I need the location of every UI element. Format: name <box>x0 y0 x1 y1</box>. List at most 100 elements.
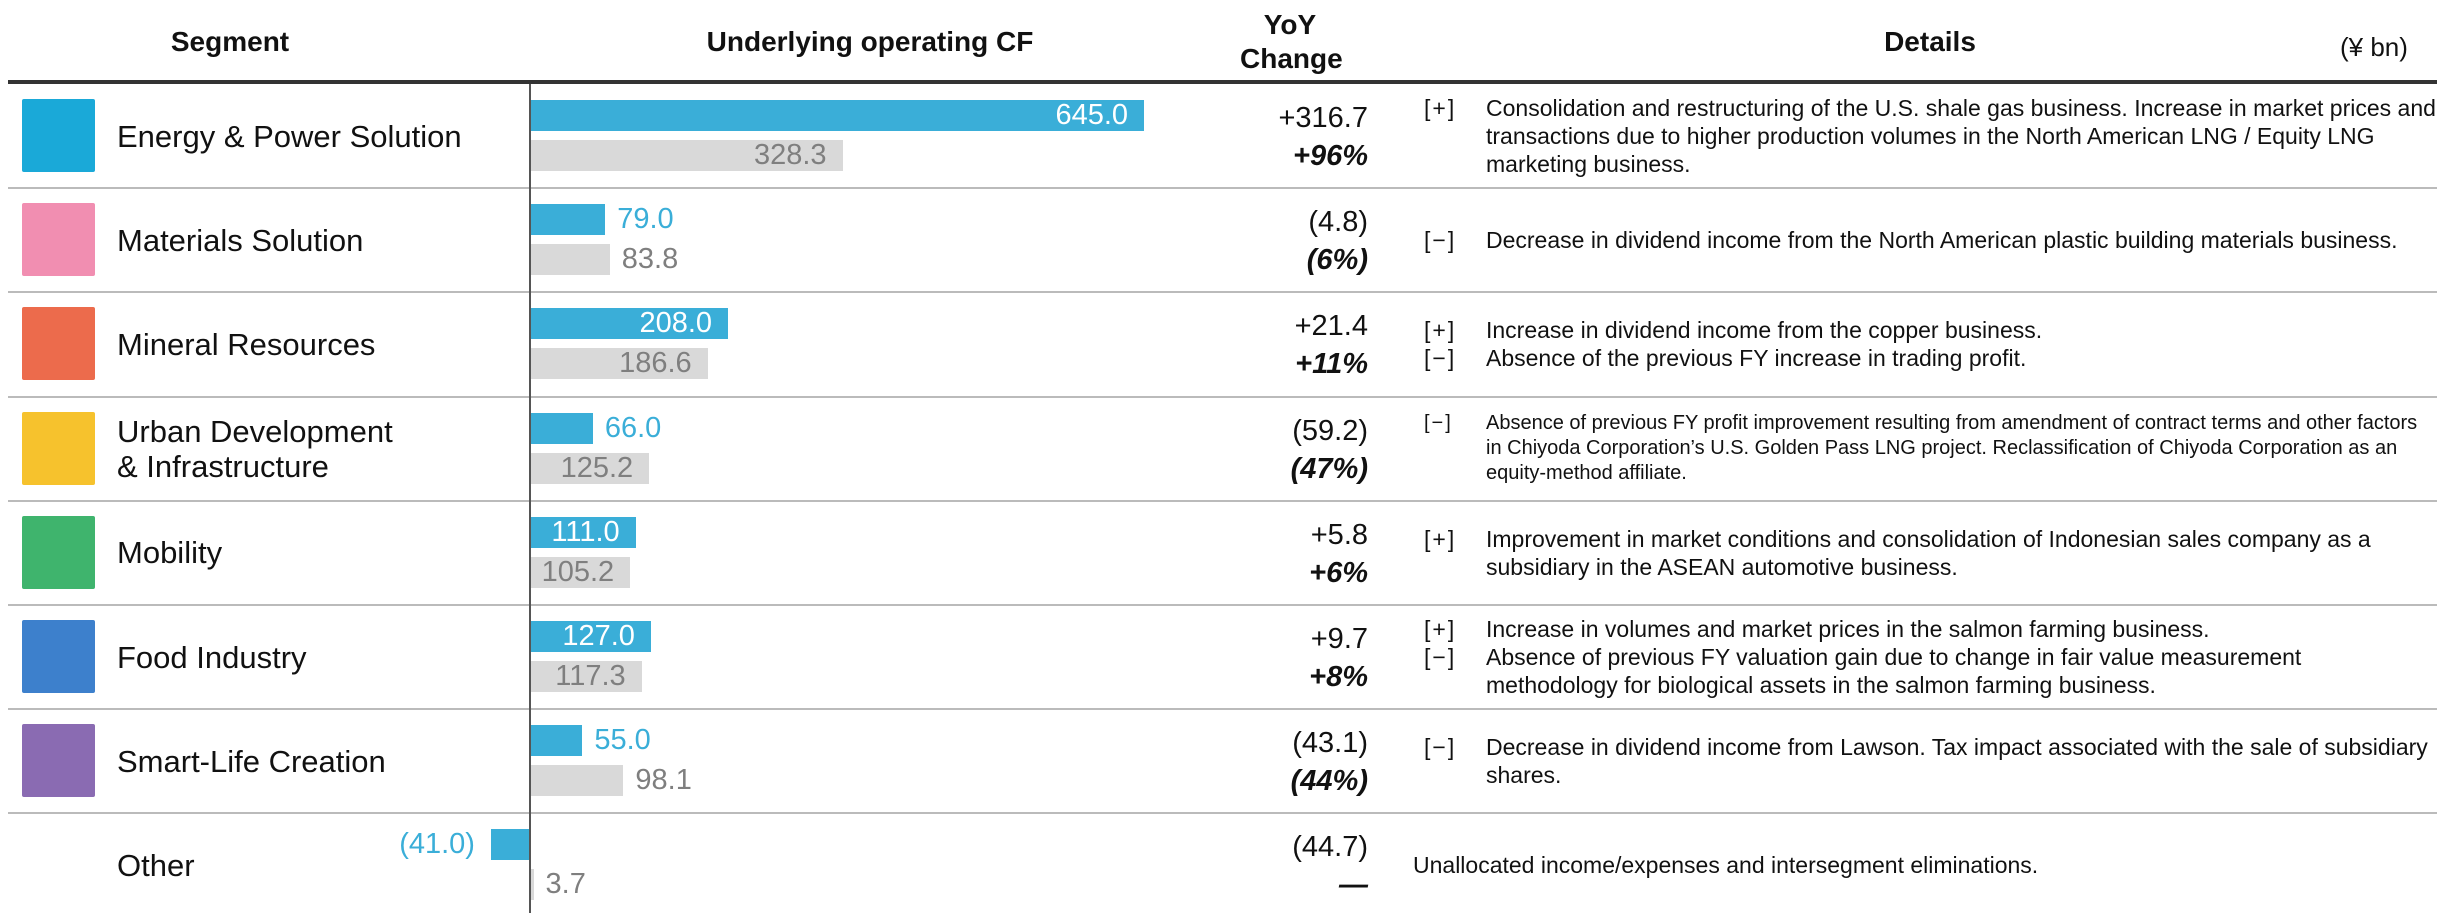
segment-icon <box>22 724 95 798</box>
header-cf: Underlying operating CF <box>706 26 1034 57</box>
detail-line: [+] Increase in dividend income from the … <box>1424 316 2437 344</box>
header-rule <box>8 80 2437 84</box>
detail-sign: [−] <box>1424 227 1457 254</box>
detail-sign: [+] <box>1424 616 1457 643</box>
details: Unallocated income/expenses and interseg… <box>1413 813 2437 917</box>
value-label: 117.3 <box>555 660 626 692</box>
details: [+] Improvement in market conditions and … <box>1424 501 2437 605</box>
bar <box>530 244 610 276</box>
value-label: 111.0 <box>551 515 620 548</box>
segment-icon <box>22 411 95 485</box>
detail-text: Improvement in market conditions and con… <box>1486 525 2371 580</box>
details: [−] Decrease in dividend income from Laws… <box>1424 709 2437 813</box>
detail-sign: [+] <box>1424 317 1457 344</box>
bar <box>530 412 593 444</box>
detail-text: Unallocated income/expenses and interseg… <box>1413 852 2039 879</box>
detail-text: Decrease in dividend income from the Nor… <box>1486 227 2398 254</box>
header-segment: Segment <box>170 26 290 57</box>
detail-line: [−] Decrease in dividend income from the … <box>1424 226 2437 254</box>
yoy-change: +21.4 <box>1294 310 1368 343</box>
header-change: YoY Change <box>1240 9 1343 74</box>
value-label: 98.1 <box>635 764 692 797</box>
yoy-pct: +11% <box>1295 348 1368 381</box>
detail-text: Consolidation and restructuring of the U… <box>1486 95 2436 178</box>
yoy-pct: +96% <box>1293 140 1368 172</box>
segment-name: Energy & Power Solution <box>117 118 462 154</box>
segment-name: Mobility <box>117 535 223 571</box>
yoy-change: +316.7 <box>1278 102 1368 134</box>
unit: (¥ bn) <box>2340 32 2408 62</box>
segment-icon <box>22 307 95 381</box>
value-label: 3.7 <box>545 868 586 901</box>
yoy-change: (59.2) <box>1292 414 1368 447</box>
row-rule <box>8 812 2437 815</box>
segment-name: Urban Development & Infrastructure <box>117 413 393 484</box>
yoy-pct: — <box>1339 869 1368 902</box>
detail-line: [+] Improvement in market conditions and … <box>1424 525 2437 581</box>
yoy-change: (44.7) <box>1292 831 1368 864</box>
yoy-pct: +6% <box>1309 556 1368 589</box>
bar <box>530 204 606 236</box>
yoy-change: +9.7 <box>1310 623 1368 655</box>
details: [−] Absence of previous FY profit improve… <box>1424 397 2437 501</box>
segment-name: Materials Solution <box>117 222 364 258</box>
detail-text: Absence of previous FY profit improvemen… <box>1486 412 2418 485</box>
yoy-change: +5.8 <box>1310 518 1368 551</box>
value-label: 208.0 <box>639 307 713 340</box>
details: [+] Increase in volumes and market prices… <box>1424 605 2437 709</box>
value-label: 55.0 <box>594 724 651 757</box>
details: [−] Decrease in dividend income from the … <box>1424 188 2437 292</box>
detail-line: Unallocated income/expenses and interseg… <box>1413 851 2437 879</box>
segment-name: Food Industry <box>117 639 307 675</box>
detail-line: [+] Increase in volumes and market prices… <box>1424 615 2437 643</box>
row-rule <box>8 291 2437 294</box>
value-label: 125.2 <box>560 451 634 484</box>
segment-icon <box>22 203 95 277</box>
detail-sign: [−] <box>1424 412 1453 435</box>
yoy-change: (4.8) <box>1308 206 1368 239</box>
details: [+] Consolidation and restructuring of th… <box>1424 84 2437 188</box>
bar <box>530 100 1145 131</box>
yoy-pct: +8% <box>1309 661 1368 693</box>
segment-name: Mineral Resources <box>117 326 376 362</box>
row-rule <box>8 499 2437 502</box>
axis <box>529 84 531 913</box>
value-label: (41.0) <box>399 828 475 861</box>
value-label: 83.8 <box>621 243 679 276</box>
detail-text: Increase in volumes and market prices in… <box>1486 616 2210 643</box>
detail-sign: [−] <box>1424 644 1457 671</box>
bar <box>530 516 636 548</box>
detail-text: Absence of previous FY valuation gain du… <box>1486 644 2302 699</box>
details: [+] Increase in dividend income from the … <box>1424 292 2437 396</box>
bar <box>530 765 624 797</box>
bar <box>530 556 631 588</box>
value-label: 79.0 <box>617 203 674 236</box>
bar <box>530 725 583 757</box>
bar <box>530 452 650 484</box>
detail-sign: [−] <box>1424 734 1457 761</box>
value-label: 105.2 <box>541 555 615 588</box>
detail-line: [−] Absence of previous FY profit improve… <box>1424 411 2437 486</box>
header-details: Details <box>1884 26 1976 57</box>
bar <box>530 661 642 692</box>
yoy-pct: (6%) <box>1306 244 1368 277</box>
value-label: 66.0 <box>604 411 662 444</box>
bar <box>530 621 651 652</box>
yoy-pct: (44%) <box>1290 765 1368 798</box>
row-rule <box>8 708 2437 711</box>
row-rule <box>8 395 2437 398</box>
detail-sign: [−] <box>1424 345 1457 372</box>
row-rule <box>8 604 2437 606</box>
bar <box>530 140 843 171</box>
segment-name: Smart-Life Creation <box>117 743 386 779</box>
detail-sign: [+] <box>1424 525 1457 552</box>
value-label: 328.3 <box>753 139 827 171</box>
yoy-pct: (47%) <box>1290 452 1368 485</box>
detail-text: Absence of the previous FY increase in t… <box>1486 345 2027 372</box>
value-label: 127.0 <box>562 620 635 652</box>
segment-icon <box>22 620 95 693</box>
row-rule <box>8 187 2437 190</box>
bar <box>530 869 534 901</box>
detail-line: [−] Decrease in dividend income from Laws… <box>1424 733 2437 789</box>
